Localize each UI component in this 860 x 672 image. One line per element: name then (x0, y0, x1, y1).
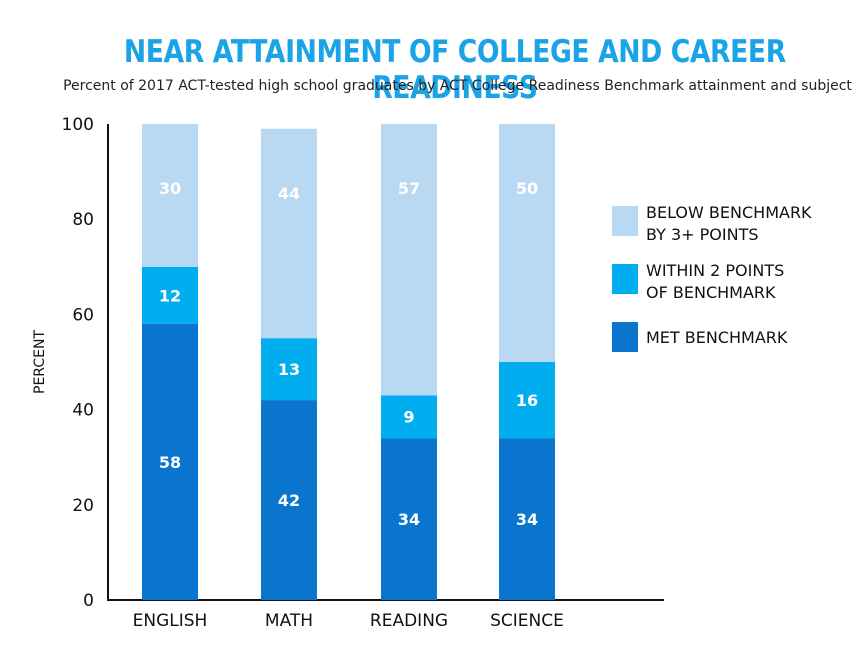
bar-segment (261, 128, 317, 339)
data-label: 16 (516, 391, 538, 410)
x-tick-label: MATH (265, 611, 313, 631)
x-tick-label: SCIENCE (490, 611, 564, 631)
data-label: 58 (159, 453, 181, 472)
legend-entry: MET BENCHMARK (646, 328, 788, 347)
legend-entry: BELOW BENCHMARK (646, 203, 812, 222)
bar-segment (381, 395, 437, 439)
y-tick-label: 40 (72, 401, 94, 421)
bar-segment (499, 124, 555, 362)
bar-segment (142, 323, 198, 600)
bar-segment (261, 338, 317, 401)
y-tick-label: 80 (72, 210, 94, 230)
bar-segment (499, 438, 555, 600)
legend-swatch (612, 264, 638, 294)
data-label: 57 (398, 179, 420, 198)
bar-segment (142, 266, 198, 324)
legend-entry: OF BENCHMARK (646, 283, 776, 302)
legend-swatch (612, 322, 638, 352)
x-tick-label: READING (370, 611, 448, 631)
data-label: 42 (278, 491, 300, 510)
chart-subtitle: Percent of 2017 ACT-tested high school g… (63, 78, 852, 94)
data-label: 34 (516, 510, 538, 529)
y-tick-label: 0 (83, 591, 94, 611)
legend-entry: WITHIN 2 POINTS (646, 261, 784, 280)
data-label: 9 (403, 408, 414, 427)
data-label: 12 (159, 286, 181, 305)
data-label: 50 (516, 179, 538, 198)
y-tick-label: 20 (72, 496, 94, 516)
bar-segment (381, 438, 437, 600)
bar-segment (261, 400, 317, 600)
y-tick-label: 100 (62, 115, 94, 135)
x-tick-label: ENGLISH (133, 611, 208, 631)
data-label: 34 (398, 510, 420, 529)
bar-segment (499, 362, 555, 439)
bar-segment (381, 124, 437, 396)
data-label: 13 (278, 360, 300, 379)
data-label: 30 (159, 179, 181, 198)
y-tick-label: 60 (72, 305, 94, 325)
legend-swatch (612, 206, 638, 236)
data-label: 44 (278, 184, 300, 203)
y-axis-label: PERCENT (32, 330, 48, 394)
bar-segment (142, 124, 198, 267)
chart-title: NEAR ATTAINMENT OF COLLEGE AND CAREER RE… (123, 34, 786, 106)
legend-entry: BY 3+ POINTS (646, 225, 759, 244)
